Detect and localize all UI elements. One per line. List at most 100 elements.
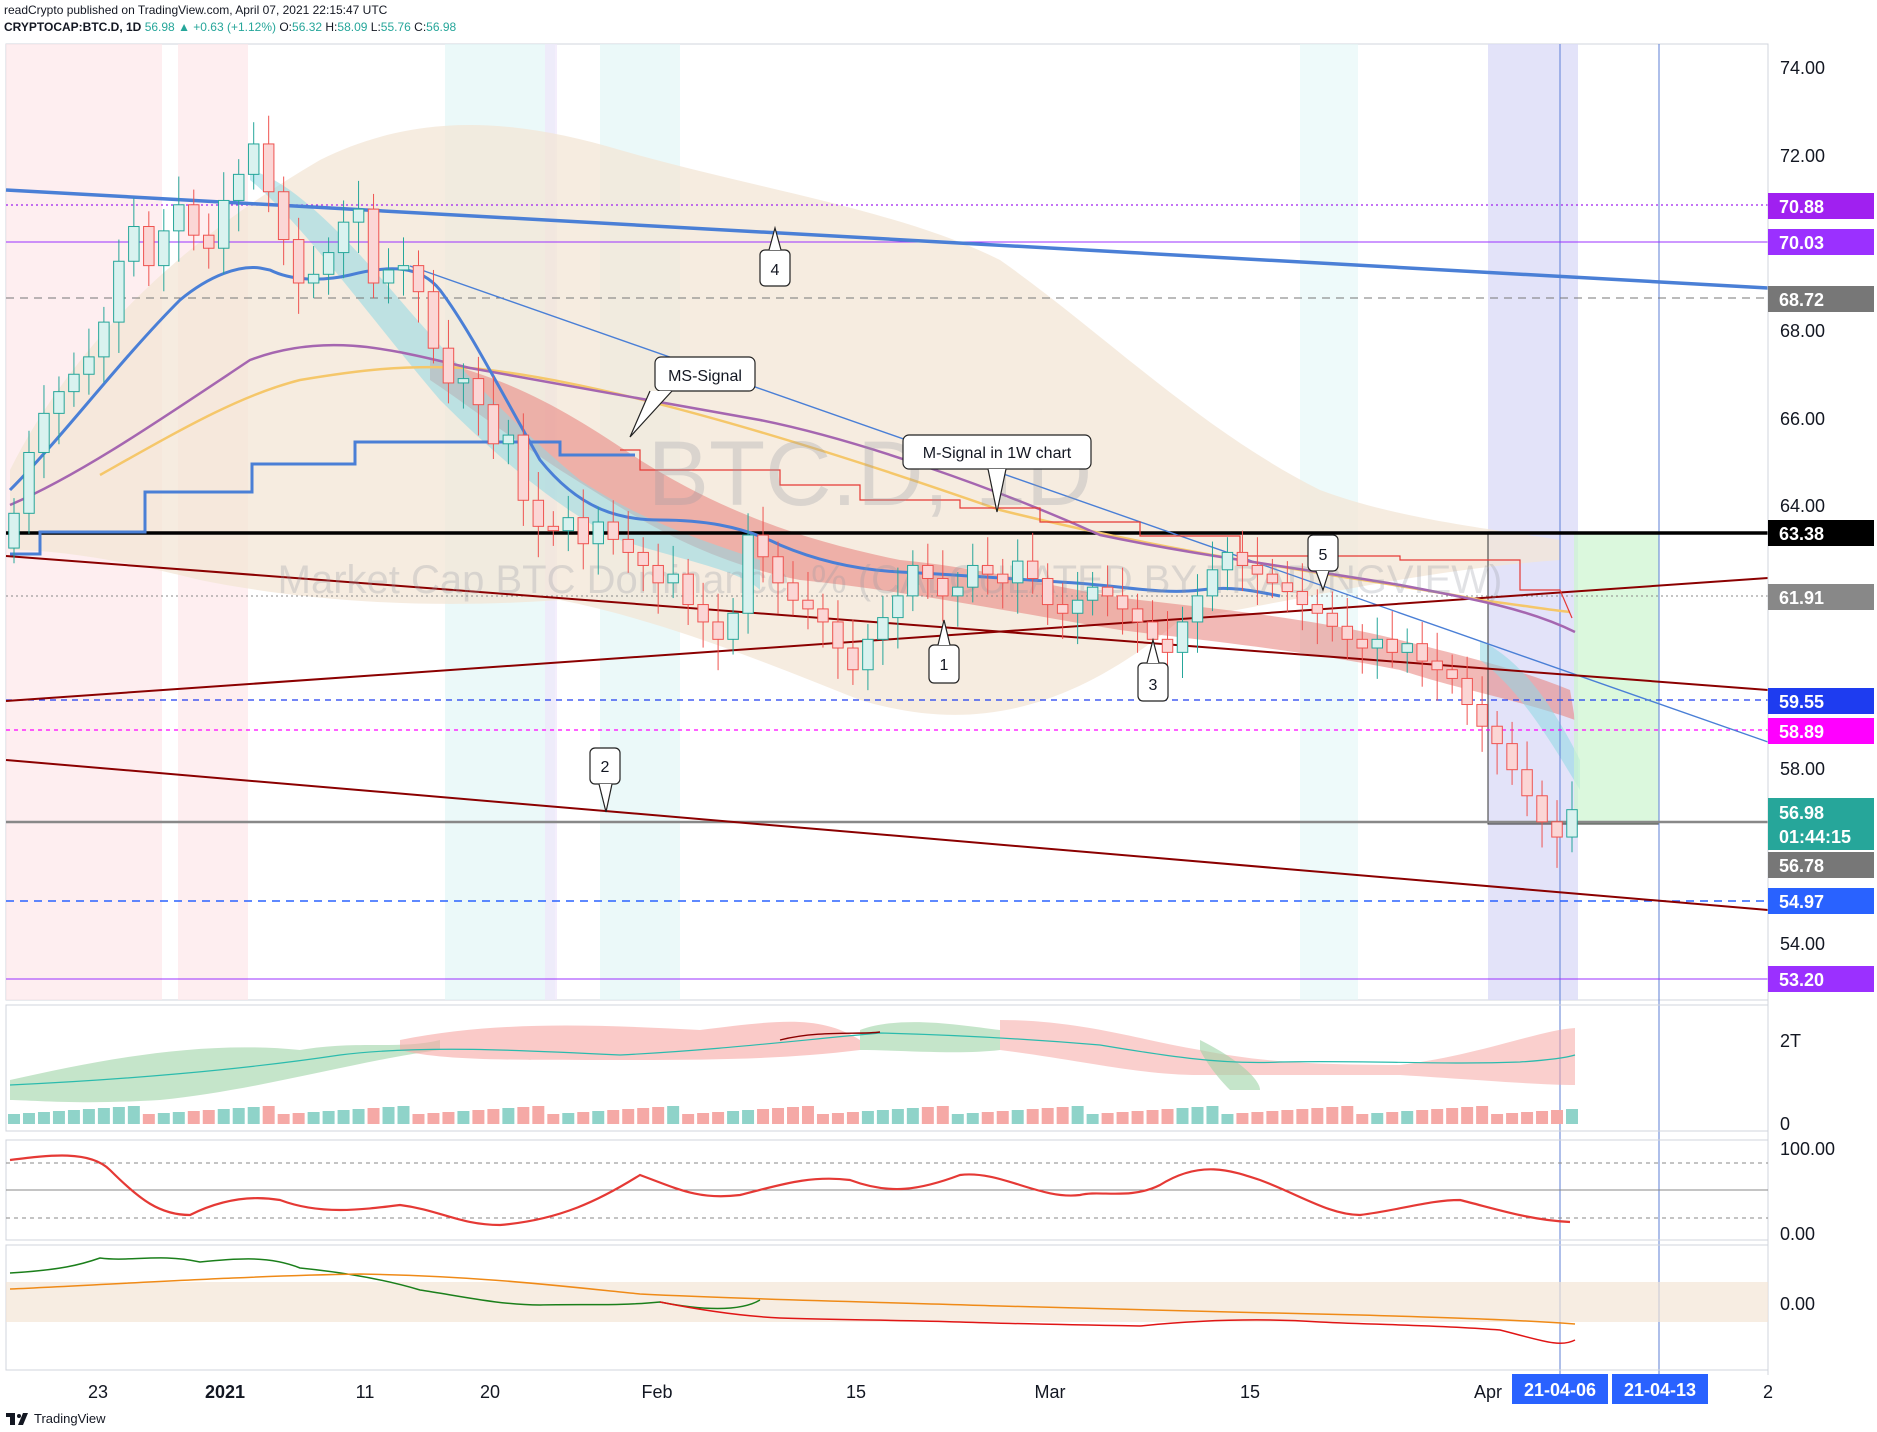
candle-body bbox=[1431, 660, 1443, 671]
callout-3[interactable]: 3 bbox=[1137, 637, 1169, 702]
indicator-1-cloud-green bbox=[10, 1040, 440, 1103]
y-tick-54: 54.00 bbox=[1780, 934, 1825, 954]
candle-body bbox=[143, 226, 155, 267]
time-axis[interactable]: 23 2021 11 20 Feb 15 Mar 15 Apr 2 21-04-… bbox=[88, 1374, 1773, 1404]
candle-body bbox=[787, 582, 799, 601]
indicator-1-tick-0: 0 bbox=[1780, 1114, 1790, 1134]
volume-bar bbox=[861, 1111, 874, 1124]
candle-body bbox=[292, 239, 305, 284]
volume-bar bbox=[1401, 1111, 1414, 1124]
candle-body bbox=[1206, 569, 1219, 597]
volume-bar bbox=[682, 1114, 695, 1124]
callout-5[interactable]: 5 bbox=[1307, 534, 1339, 592]
indicator-1-tick-2t: 2T bbox=[1780, 1031, 1801, 1051]
callout-4-text: 4 bbox=[771, 262, 780, 279]
candle-body bbox=[952, 586, 964, 597]
price-axis[interactable]: 74.00 72.00 68.00 66.00 64.00 58.00 54.0… bbox=[1780, 58, 1825, 954]
stoch-line bbox=[9, 1154, 1571, 1227]
volume-bar bbox=[97, 1108, 110, 1124]
candle-body bbox=[337, 221, 350, 254]
volume-bar bbox=[1536, 1111, 1549, 1124]
callout-m-signal-1w[interactable]: M-Signal in 1W chart bbox=[902, 434, 1092, 513]
volume-bar bbox=[142, 1114, 155, 1124]
horizontal-levels bbox=[6, 204, 1768, 980]
volume-bar bbox=[517, 1107, 530, 1124]
candle-body bbox=[412, 265, 425, 293]
ma-blue bbox=[8, 265, 1281, 598]
candle-body bbox=[862, 638, 874, 671]
candle-body bbox=[472, 378, 485, 406]
volume-bar bbox=[307, 1112, 320, 1124]
price-label-last: 56.98 bbox=[1779, 803, 1824, 823]
volume-bar bbox=[487, 1109, 500, 1124]
volume-bar bbox=[1266, 1111, 1279, 1124]
chart-header: readCrypto published on TradingView.com,… bbox=[4, 2, 456, 36]
callout-5-text: 5 bbox=[1319, 547, 1328, 564]
candle-body bbox=[68, 373, 80, 393]
indicator-pane-2[interactable]: 100.00 0.00 bbox=[5, 1139, 1835, 1244]
volume-bar bbox=[1356, 1114, 1369, 1124]
candle-body bbox=[802, 599, 814, 610]
y-tick-66: 66.00 bbox=[1780, 409, 1825, 429]
price-label-63-38: 63.38 bbox=[1779, 524, 1824, 544]
candle-body bbox=[562, 517, 575, 532]
volume-bar bbox=[607, 1110, 620, 1124]
callout-1[interactable]: 1 bbox=[928, 619, 960, 684]
candle-body bbox=[247, 143, 260, 175]
x-tick-2: 2 bbox=[1763, 1382, 1773, 1402]
volume-bar bbox=[577, 1112, 590, 1124]
candle-body bbox=[1281, 582, 1294, 593]
volume-bar bbox=[217, 1109, 230, 1124]
candle-body bbox=[502, 434, 515, 445]
candle-body bbox=[996, 573, 1009, 584]
indicator-3-tick-0: 0.00 bbox=[1780, 1294, 1815, 1314]
candle-body bbox=[1161, 638, 1174, 653]
volume-bar bbox=[1371, 1113, 1384, 1124]
indicator-pane-1[interactable]: 2T 0 bbox=[5, 1004, 1801, 1134]
bollinger-cloud bbox=[10, 125, 1560, 715]
volume-bar bbox=[1281, 1110, 1294, 1124]
callout-4[interactable]: 4 bbox=[759, 225, 791, 287]
candle-body bbox=[457, 378, 470, 384]
indicator-pane-3[interactable]: 0.00 bbox=[5, 1244, 1815, 1371]
volume-bar bbox=[1341, 1106, 1354, 1124]
footer: TradingView bbox=[6, 1411, 106, 1426]
volume-bar bbox=[397, 1106, 410, 1124]
volume-bar bbox=[22, 1113, 35, 1124]
volume-bar bbox=[592, 1111, 605, 1124]
x-tick-apr: Apr bbox=[1474, 1382, 1502, 1402]
volume-bar bbox=[172, 1112, 185, 1124]
volume-bar bbox=[652, 1107, 665, 1124]
volume-bar bbox=[876, 1110, 889, 1124]
candle-body bbox=[772, 556, 784, 584]
candle-body bbox=[1311, 604, 1324, 614]
volume-bar bbox=[1461, 1107, 1474, 1124]
callout-ms-signal[interactable]: MS-Signal bbox=[629, 356, 756, 438]
ma-blue-step bbox=[10, 440, 635, 556]
volume-bar bbox=[52, 1111, 65, 1124]
volume-bar bbox=[816, 1114, 829, 1124]
volume-bar bbox=[801, 1106, 814, 1124]
volume-bar bbox=[1086, 1114, 1099, 1124]
candle-body bbox=[188, 204, 200, 236]
volume-bar bbox=[1521, 1112, 1534, 1124]
candle-body bbox=[1071, 599, 1084, 614]
candle-body bbox=[1566, 809, 1578, 838]
candle-body bbox=[232, 173, 245, 201]
price-label-70-03: 70.03 bbox=[1779, 233, 1824, 253]
candle-body bbox=[113, 260, 125, 323]
price-label-61-91: 61.91 bbox=[1779, 588, 1824, 608]
candle-body bbox=[442, 347, 455, 384]
candle-body bbox=[622, 538, 634, 553]
callout-2[interactable]: 2 bbox=[589, 747, 621, 813]
volume-bar bbox=[112, 1107, 125, 1124]
volume-bar bbox=[532, 1106, 545, 1124]
candle-body bbox=[1116, 595, 1129, 610]
bar-countdown: 01:44:15 bbox=[1779, 827, 1851, 847]
volume-bar bbox=[1161, 1109, 1174, 1124]
candle-body bbox=[712, 621, 724, 640]
volume-bar bbox=[412, 1114, 425, 1124]
candle-body bbox=[1326, 612, 1339, 627]
y-tick-72: 72.00 bbox=[1780, 146, 1825, 166]
